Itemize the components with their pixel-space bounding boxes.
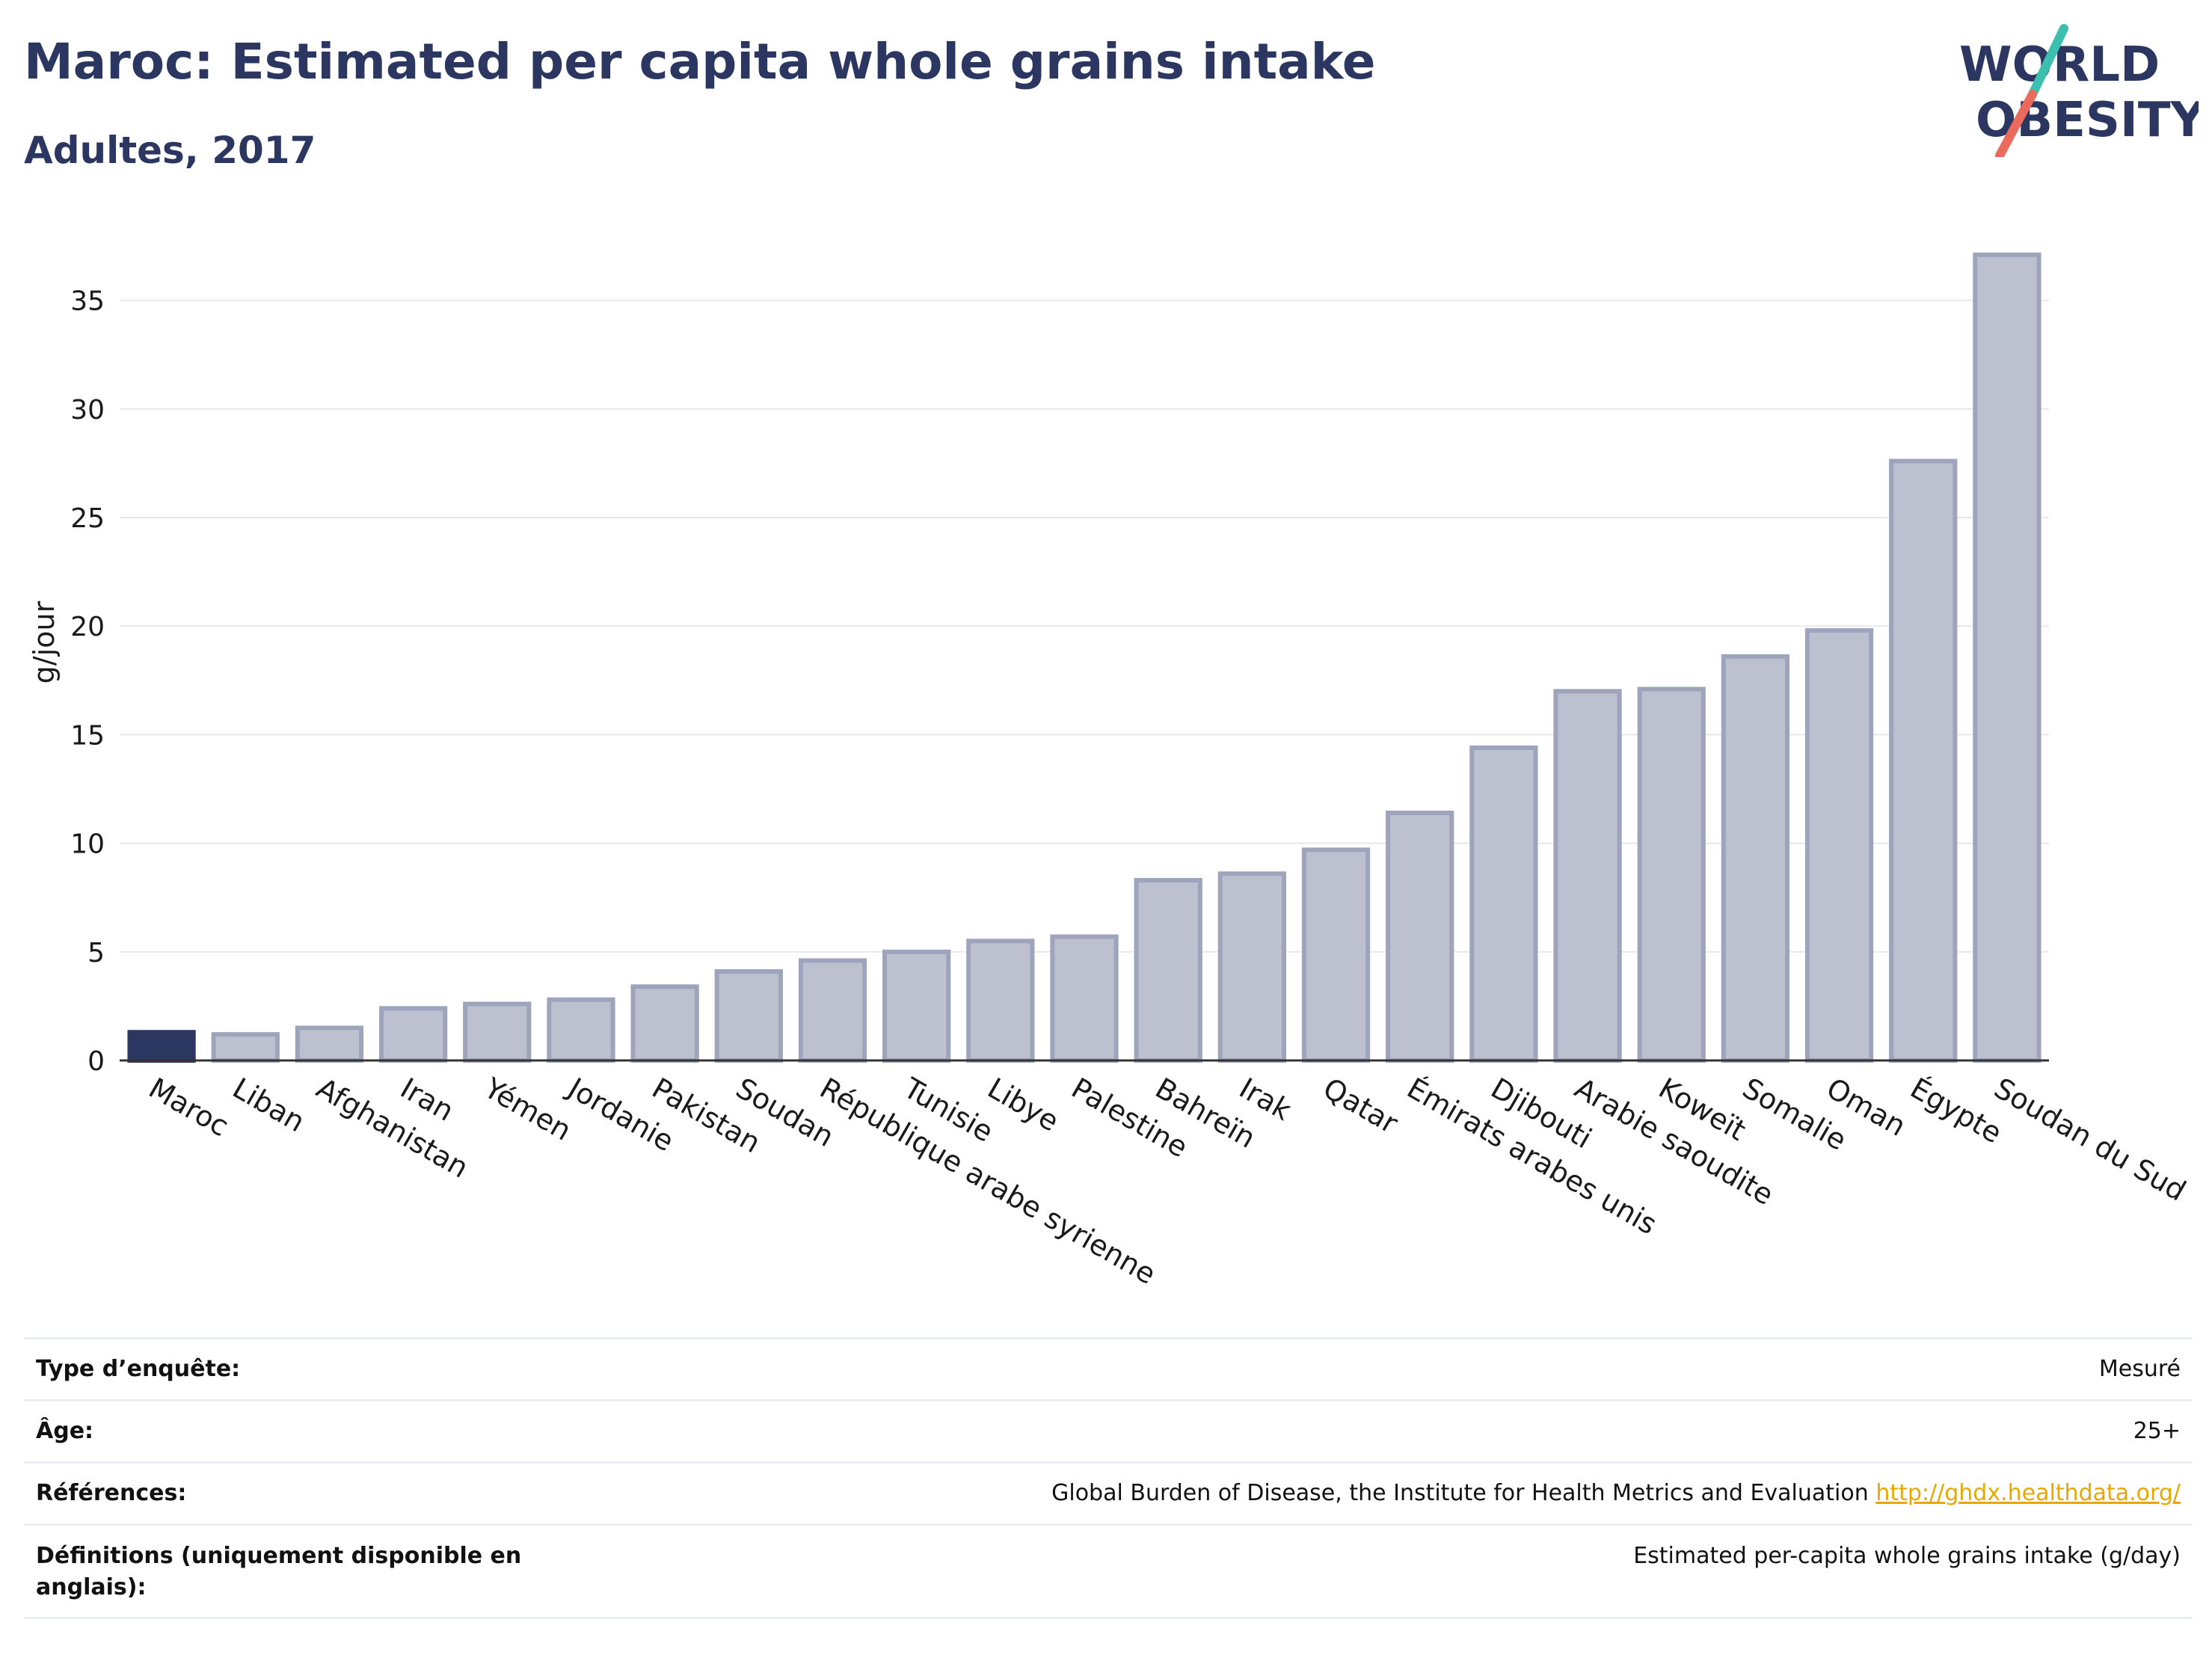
- bar: [1134, 877, 1202, 1063]
- y-tick-label: 20: [70, 612, 105, 642]
- references-link[interactable]: http://ghdx.healthdata.org/: [1875, 1480, 2181, 1506]
- bar: [1889, 458, 1958, 1063]
- bar: [1386, 810, 1454, 1063]
- x-tick-label: Liban: [227, 1072, 310, 1139]
- chart-subtitle: Adultes, 2017: [24, 129, 316, 172]
- y-tick-label: 25: [70, 503, 105, 534]
- x-tick-label: Libye: [982, 1072, 1064, 1138]
- x-tick-label: Yémen: [478, 1071, 577, 1147]
- bar: [798, 958, 867, 1063]
- info-row-survey-type: Type d’enquête: Mesuré: [24, 1337, 2193, 1399]
- x-tick-label: Maroc: [144, 1072, 235, 1143]
- bar: [1721, 654, 1790, 1063]
- y-tick-label: 35: [70, 286, 105, 317]
- bar: [630, 984, 699, 1063]
- bar: [378, 1006, 448, 1063]
- bar: [463, 1001, 532, 1063]
- bar: [1804, 628, 1874, 1063]
- definitions-label: Définitions (uniquement disponible en an…: [36, 1543, 522, 1600]
- y-tick-label: 5: [87, 938, 105, 968]
- bar: [714, 968, 783, 1063]
- bar: [1217, 871, 1286, 1063]
- bar: [1553, 689, 1622, 1063]
- y-tick-label: 15: [70, 720, 105, 751]
- bar: [295, 1025, 364, 1063]
- bar: [1050, 934, 1119, 1063]
- bar: [882, 949, 951, 1063]
- logo-slash-coral: [1995, 90, 2037, 157]
- references-label: Références:: [36, 1480, 187, 1506]
- age-label: Âge:: [36, 1418, 94, 1444]
- x-tick-label: Afghanistan: [311, 1072, 474, 1185]
- y-tick-labels: 0 5 10 15 20 25 30 35: [70, 286, 105, 1077]
- survey-type-label: Type d’enquête:: [36, 1356, 241, 1382]
- info-row-age: Âge: 25+: [24, 1399, 2193, 1461]
- y-tick-label: 0: [87, 1046, 105, 1077]
- bar: [211, 1032, 280, 1063]
- bars: [127, 252, 2042, 1063]
- info-row-references: Références: Global Burden of Disease, th…: [24, 1461, 2193, 1523]
- survey-type-value: Mesuré: [2098, 1356, 2181, 1382]
- age-value: 25+: [2133, 1418, 2181, 1444]
- references-value-wrap: Global Burden of Disease, the Institute …: [1051, 1478, 2181, 1509]
- logo-slash-teal: [2028, 24, 2068, 99]
- x-tick-label: Soudan du Sud: [1988, 1072, 2191, 1208]
- bar: [1973, 252, 2042, 1063]
- bar: [1469, 745, 1538, 1063]
- bar: [547, 997, 615, 1063]
- definitions-value: Estimated per-capita whole grains intake…: [1633, 1543, 2181, 1569]
- bar: [1637, 687, 1706, 1063]
- y-tick-label: 30: [70, 395, 105, 426]
- y-axis-label: g/jour: [28, 601, 61, 684]
- world-obesity-logo: WORLD OBESITY: [1959, 24, 2199, 157]
- bar: [966, 939, 1035, 1063]
- x-tick-label: Égypte: [1905, 1072, 2007, 1150]
- references-value: Global Burden of Disease, the Institute …: [1051, 1480, 1869, 1506]
- bar: [127, 1030, 196, 1063]
- info-table: Type d’enquête: Mesuré Âge: 25+ Référenc…: [24, 1337, 2193, 1619]
- info-row-definitions: Définitions (uniquement disponible en an…: [24, 1523, 2193, 1619]
- chart-title: Maroc: Estimated per capita whole grains…: [24, 33, 1376, 90]
- bar: [1301, 847, 1371, 1063]
- y-tick-label: 10: [70, 829, 105, 860]
- x-tick-label: Qatar: [1318, 1072, 1404, 1140]
